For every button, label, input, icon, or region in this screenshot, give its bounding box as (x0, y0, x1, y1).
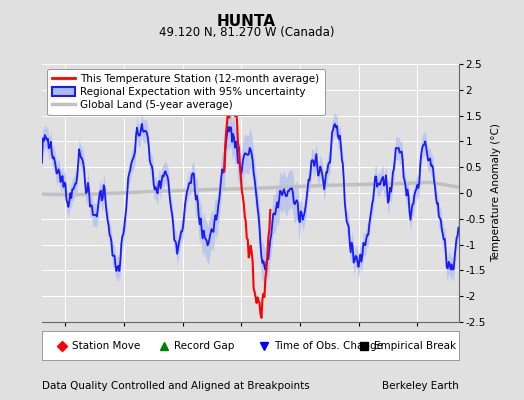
Text: Data Quality Controlled and Aligned at Breakpoints: Data Quality Controlled and Aligned at B… (42, 381, 310, 391)
Text: Station Move: Station Move (72, 341, 140, 350)
Text: HUNTA: HUNTA (217, 14, 276, 29)
Text: Berkeley Earth: Berkeley Earth (382, 381, 458, 391)
Text: 49.120 N, 81.270 W (Canada): 49.120 N, 81.270 W (Canada) (159, 26, 334, 39)
Legend: This Temperature Station (12-month average), Regional Expectation with 95% uncer: This Temperature Station (12-month avera… (47, 69, 325, 115)
Text: Empirical Break: Empirical Break (374, 341, 456, 350)
Text: Record Gap: Record Gap (174, 341, 234, 350)
Text: Time of Obs. Change: Time of Obs. Change (274, 341, 383, 350)
Y-axis label: Temperature Anomaly (°C): Temperature Anomaly (°C) (492, 124, 501, 262)
